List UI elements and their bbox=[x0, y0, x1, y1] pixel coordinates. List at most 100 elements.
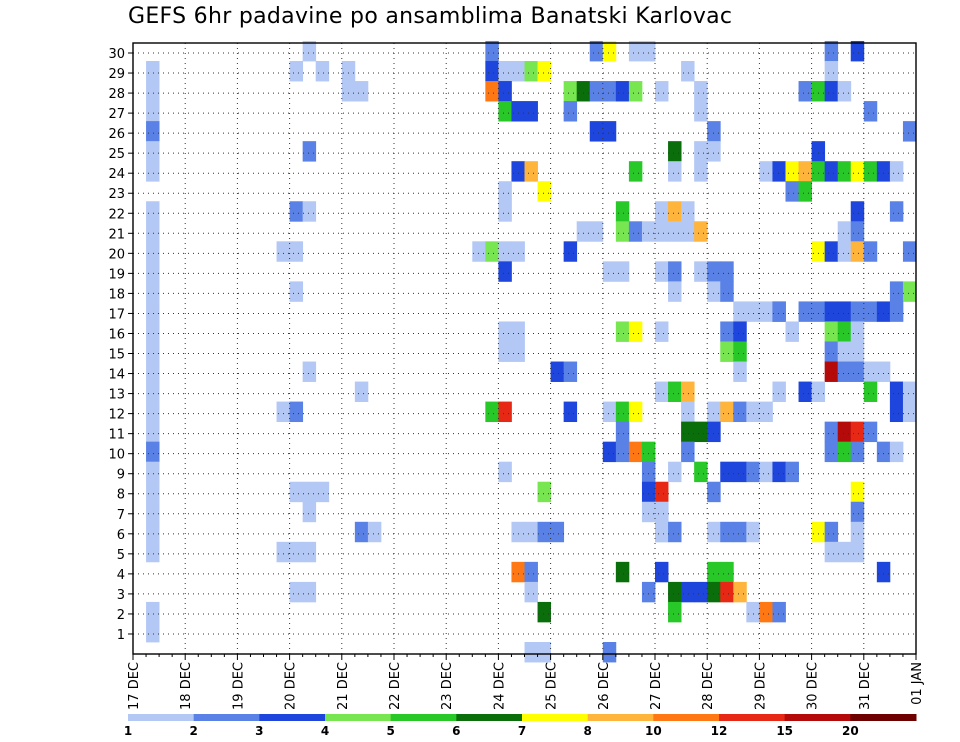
heatmap-cell bbox=[641, 461, 656, 483]
heatmap-cell bbox=[863, 161, 878, 182]
heatmap-cell bbox=[837, 441, 852, 463]
x-tick-label: 27 DEC bbox=[649, 662, 664, 710]
heatmap-cell bbox=[681, 201, 695, 222]
heatmap-cell bbox=[589, 81, 604, 102]
heatmap-cell bbox=[302, 541, 317, 563]
heatmap-cell bbox=[824, 40, 839, 62]
heatmap-cell bbox=[772, 381, 786, 402]
heatmap-cell bbox=[668, 261, 682, 282]
heatmap-cell bbox=[498, 181, 512, 202]
heatmap-cell bbox=[537, 61, 551, 82]
heatmap-cell bbox=[694, 141, 708, 162]
heatmap-cell bbox=[563, 401, 578, 423]
y-tick-label: 30 bbox=[108, 47, 125, 62]
heatmap-cell bbox=[146, 421, 160, 443]
heatmap-cell bbox=[811, 521, 826, 543]
y-tick-label: 19 bbox=[108, 267, 125, 282]
heatmap-cell bbox=[720, 521, 734, 543]
heatmap-cell bbox=[720, 341, 734, 362]
heatmap-cell bbox=[876, 561, 891, 583]
heatmap-cell bbox=[668, 221, 682, 242]
colorbar-swatch bbox=[784, 714, 851, 721]
heatmap-cell bbox=[628, 441, 643, 463]
heatmap-cell bbox=[576, 81, 591, 102]
heatmap-cell bbox=[889, 441, 904, 463]
heatmap-cell bbox=[759, 601, 773, 623]
heatmap-cell bbox=[563, 241, 578, 262]
heatmap-cell bbox=[681, 401, 695, 423]
colorbar-label: 5 bbox=[386, 724, 394, 738]
heatmap-cell bbox=[707, 141, 721, 162]
heatmap-cell bbox=[733, 321, 747, 342]
heatmap-cell bbox=[641, 481, 656, 503]
heatmap-cell bbox=[289, 281, 304, 302]
colorbar-swatch bbox=[128, 714, 195, 721]
heatmap-cell bbox=[837, 361, 852, 382]
heatmap-cell bbox=[707, 561, 721, 583]
heatmap-cell bbox=[302, 501, 317, 523]
heatmap-cell bbox=[524, 642, 538, 663]
heatmap-cell bbox=[863, 381, 878, 402]
y-tick-label: 23 bbox=[108, 187, 125, 202]
heatmap-cell bbox=[798, 81, 812, 102]
heatmap-cell bbox=[694, 261, 708, 282]
heatmap-cell bbox=[733, 401, 747, 423]
colorbar-label: 4 bbox=[321, 724, 329, 738]
heatmap-cell bbox=[876, 441, 891, 463]
heatmap-cell bbox=[289, 61, 304, 82]
heatmap-cell bbox=[498, 401, 512, 423]
heatmap-cell bbox=[485, 40, 499, 62]
heatmap-cell bbox=[785, 461, 799, 483]
colorbar-label: 1 bbox=[124, 724, 132, 738]
heatmap-cell bbox=[146, 541, 160, 563]
heatmap-cell bbox=[511, 561, 525, 583]
heatmap-cell bbox=[720, 401, 734, 423]
x-tick-label: 31 DEC bbox=[858, 662, 873, 710]
heatmap-cell bbox=[824, 241, 839, 262]
heatmap-cell bbox=[681, 441, 695, 463]
heatmap-cell bbox=[681, 581, 695, 603]
heatmap-cell bbox=[863, 101, 878, 122]
colorbar-swatch bbox=[259, 714, 326, 721]
heatmap-cell bbox=[485, 61, 499, 82]
heatmap-cell bbox=[146, 141, 160, 162]
x-tick-label: 25 DEC bbox=[545, 662, 560, 710]
y-tick-label: 24 bbox=[108, 167, 125, 182]
heatmap-cell bbox=[511, 521, 525, 543]
heatmap-cell bbox=[772, 461, 786, 483]
heatmap-cell bbox=[694, 461, 708, 483]
heatmap-cell bbox=[707, 401, 721, 423]
heatmap-cell bbox=[498, 61, 512, 82]
heatmap-cell bbox=[511, 161, 525, 182]
heatmap-cell bbox=[850, 241, 865, 262]
heatmap-cell bbox=[655, 561, 669, 583]
x-tick-label: 22 DEC bbox=[388, 662, 403, 710]
heatmap-cell bbox=[668, 141, 682, 162]
heatmap-cell bbox=[694, 161, 708, 182]
heatmap-cell bbox=[602, 261, 617, 282]
heatmap-cell bbox=[498, 241, 512, 262]
heatmap-cell bbox=[628, 401, 643, 423]
heatmap-cell bbox=[798, 181, 812, 202]
heatmap-cell bbox=[655, 321, 669, 342]
heatmap-cell bbox=[902, 401, 917, 423]
heatmap-cell bbox=[276, 401, 290, 423]
heatmap-cell bbox=[850, 421, 865, 443]
colorbar-label: 2 bbox=[189, 724, 197, 738]
x-tick-label: 24 DEC bbox=[492, 662, 507, 710]
heatmap-cell bbox=[289, 401, 304, 423]
heatmap-cell bbox=[146, 501, 160, 523]
heatmap-cell bbox=[602, 441, 617, 463]
heatmap-cell bbox=[837, 241, 852, 262]
y-tick-label: 14 bbox=[108, 368, 125, 383]
y-tick-label: 15 bbox=[108, 348, 125, 363]
heatmap-cell bbox=[146, 441, 160, 463]
heatmap-cell bbox=[824, 81, 839, 102]
heatmap-cell bbox=[902, 281, 917, 302]
heatmap-cell bbox=[485, 241, 499, 262]
heatmap-cell bbox=[146, 621, 160, 643]
heatmap-cell bbox=[341, 81, 356, 102]
heatmap-cell bbox=[850, 521, 865, 543]
colorbar-swatch bbox=[193, 714, 260, 721]
heatmap-cell bbox=[498, 461, 512, 483]
